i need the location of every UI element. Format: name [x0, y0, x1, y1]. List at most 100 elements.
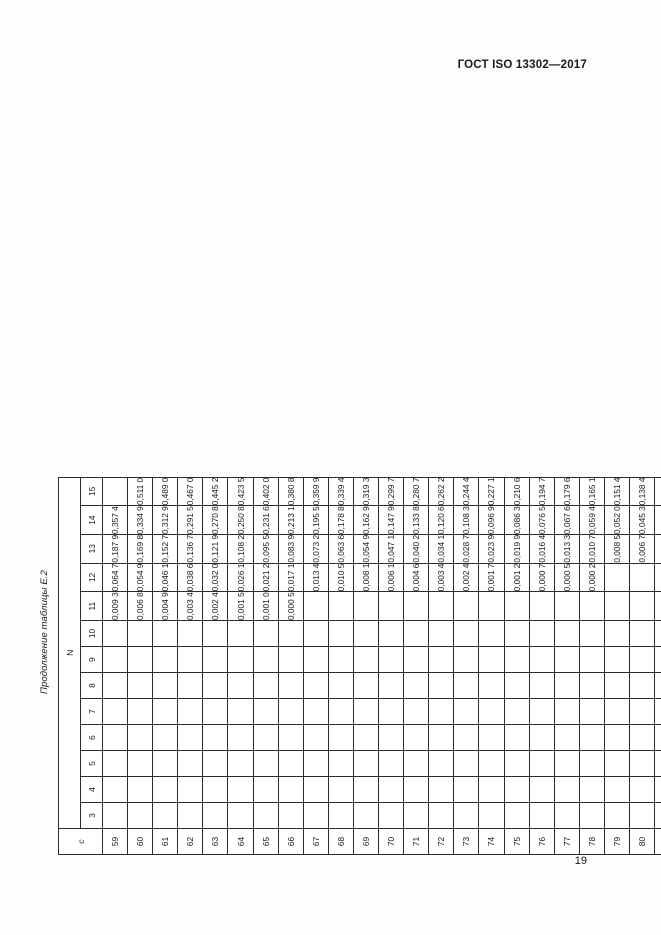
cell-r80-c10: [629, 620, 655, 647]
row-label-77: 77: [554, 828, 580, 855]
table-row: 59 0,009 3 0,064 7 0,187 9 0,357 4: [102, 477, 128, 855]
row-label-66: 66: [278, 828, 304, 855]
cell-r78-c7: [579, 698, 605, 725]
cell-r68-c7: [328, 698, 354, 725]
table-row: 63 0,002 4 0,032 0 0,121 9 0,270 8 0,445 2: [202, 477, 228, 855]
cell-r79-c5: [604, 750, 630, 777]
header-row-columns: 3 4 5 6 7 8 9 10 11 12 13 14 15: [80, 477, 103, 854]
cell-r59-c3: [102, 802, 128, 829]
cell-r62-c4: [177, 776, 203, 803]
table-row: 75 0,001 2 0,019 9 0,086 3 0,210 6: [504, 477, 530, 855]
cell-r73-c14: 0,108 3: [453, 505, 479, 535]
cell-r70-c10: [378, 620, 404, 647]
cell-r68-c11: [328, 591, 354, 621]
cell-r74-c6: [478, 724, 504, 751]
cell-r69-c5: [353, 750, 379, 777]
cell-r74-c13: 0,023 9: [478, 534, 504, 564]
cell-r73-c3: [453, 802, 479, 829]
column-header-11: 11: [80, 591, 103, 621]
cell-r73-c15: 0,244 4: [453, 477, 479, 506]
cell-r67-c10: [303, 620, 329, 647]
header-row-spanner: c N: [58, 477, 103, 855]
cell-r80-c3: [629, 802, 655, 829]
cell-r61-c3: [152, 802, 178, 829]
cell-r81-c12: [654, 563, 661, 592]
cell-r69-c11: [353, 591, 379, 621]
cell-r73-c6: [453, 724, 479, 751]
cell-r74-c8: [478, 672, 504, 699]
cell-r72-c14: 0,120 6: [428, 505, 454, 535]
cell-r79-c6: [604, 724, 630, 751]
cell-r63-c9: [202, 646, 228, 673]
cell-r59-c9: [102, 646, 128, 673]
cell-r65-c15: 0,402 0: [253, 477, 279, 506]
column-header-6: 6: [80, 724, 103, 751]
cell-r64-c8: [227, 672, 254, 699]
cell-r76-c13: 0,016 4: [529, 534, 555, 564]
cell-r59-c15: [102, 477, 128, 506]
column-header-9: 9: [80, 646, 103, 673]
cell-r69-c3: [353, 802, 379, 829]
cell-r76-c6: [529, 724, 555, 751]
cell-r68-c9: [328, 646, 354, 673]
cell-r63-c6: [202, 724, 228, 751]
cell-r79-c10: [604, 620, 630, 647]
cell-r72-c10: [428, 620, 454, 647]
cell-r59-c12: 0,064 7: [102, 563, 128, 592]
cell-r78-c14: 0,059 4: [579, 505, 605, 535]
cell-r73-c5: [453, 750, 479, 777]
cell-r71-c11: [403, 591, 429, 621]
cell-r73-c7: [453, 698, 479, 725]
cell-r64-c4: [227, 776, 254, 803]
cell-r69-c4: [353, 776, 379, 803]
cell-r67-c8: [303, 672, 329, 699]
cell-r61-c11: 0,004 9: [152, 591, 178, 621]
cell-r73-c10: [453, 620, 479, 647]
cell-r75-c6: [504, 724, 530, 751]
column-header-5: 5: [80, 750, 103, 777]
cell-r79-c9: [604, 646, 630, 673]
cell-r68-c5: [328, 750, 354, 777]
cell-r74-c4: [478, 776, 504, 803]
cell-r79-c4: [604, 776, 630, 803]
cell-r75-c3: [504, 802, 530, 829]
cell-r63-c8: [202, 672, 228, 699]
cell-r69-c14: 0,162 9: [353, 505, 379, 535]
table-row: 78 0,000 2 0,010 7 0,059 4 0,165 1: [579, 477, 605, 855]
cell-r81-c10: [654, 620, 661, 647]
cell-r72-c8: [428, 672, 454, 699]
cell-r67-c15: 0,359 9: [303, 477, 329, 506]
cell-r65-c10: [253, 620, 279, 647]
cell-r66-c10: [278, 620, 304, 647]
cell-r74-c7: [478, 698, 504, 725]
cell-r76-c11: [529, 591, 555, 621]
cell-r72-c11: [428, 591, 454, 621]
table-row: 64 0,001 5 0,026 1 0,108 2 0,250 8 0,423 5: [227, 477, 254, 855]
cell-r77-c13: 0,013 3: [554, 534, 580, 564]
cell-r80-c8: [629, 672, 655, 699]
cell-r65-c7: [253, 698, 279, 725]
cell-r81-c9: [654, 646, 661, 673]
cell-r61-c15: 0,489 0: [152, 477, 178, 506]
row-label-67: 67: [303, 828, 329, 855]
column-header-10: 10: [80, 620, 103, 647]
cell-r75-c15: 0,210 6: [504, 477, 530, 506]
stub-header-c: c: [58, 828, 103, 855]
cell-r60-c9: [127, 646, 153, 673]
cell-r60-c10: [127, 620, 153, 647]
cell-r79-c12: [604, 563, 630, 592]
cell-r80-c14: 0,045 3: [629, 505, 655, 535]
cell-r68-c14: 0,178 8: [328, 505, 354, 535]
cell-r71-c9: [403, 646, 429, 673]
cell-r76-c12: 0,000 7: [529, 563, 555, 592]
cell-r77-c14: 0,067 6: [554, 505, 580, 535]
cell-r66-c6: [278, 724, 304, 751]
cell-r79-c8: [604, 672, 630, 699]
cell-r65-c13: 0,095 5: [253, 534, 279, 564]
cell-r81-c11: [654, 591, 661, 621]
cell-r60-c7: [127, 698, 153, 725]
cell-r65-c14: 0,231 6: [253, 505, 279, 535]
cell-r64-c15: 0,423 5: [227, 477, 254, 506]
cell-r78-c12: 0,000 2: [579, 563, 605, 592]
cell-r81-c7: [654, 698, 661, 725]
